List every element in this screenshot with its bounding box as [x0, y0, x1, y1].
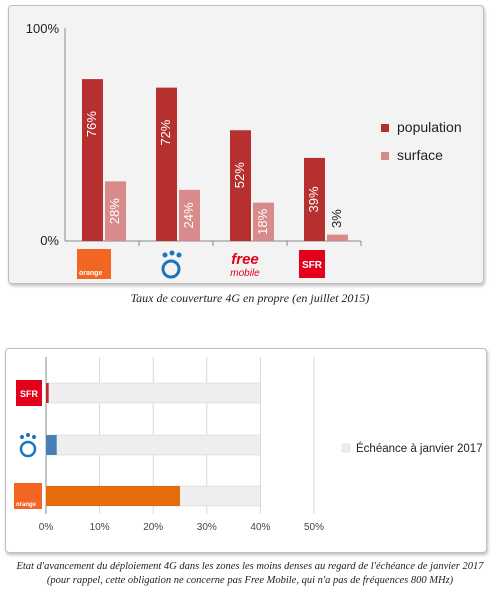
- bar-population-2: [230, 130, 251, 241]
- orange-logo-square: [77, 249, 111, 279]
- sfr-logo-text: SFR: [20, 389, 39, 399]
- bar-progress-SFR: [46, 383, 49, 403]
- data-label-surface-3: 3%: [329, 209, 344, 228]
- bouygues-logo-dot: [162, 252, 168, 258]
- data-label-surface-2: 18%: [255, 208, 270, 234]
- deployment-chart-panel: 0% 10% 20% 30% 40% 50% SFR orange Échéance à jan…: [5, 348, 487, 553]
- legend-label-deadline: Échéance à janvier 2017: [356, 442, 483, 455]
- y-tick-label-0: 0%: [40, 233, 59, 248]
- mobile-logo-text: mobile: [230, 268, 260, 279]
- legend-swatch-population: [381, 124, 389, 132]
- sfr-logo: SFR: [299, 250, 325, 278]
- bar-deadline-bouygues: [45, 434, 261, 456]
- coverage-chart-panel: 0% 100% 76% 28% 72% 24% 52% 18% 39% 3% orange free m…: [8, 5, 484, 284]
- bar-deadline-SFR: [45, 382, 261, 404]
- coverage-chart: 0% 100% 76% 28% 72% 24% 52% 18% 39% 3% orange freem…: [26, 21, 462, 279]
- bar-population-1: [156, 87, 177, 241]
- legend-label-surface: surface: [397, 147, 443, 163]
- bar-surface-0: [105, 181, 126, 241]
- data-label-population-2: 52%: [232, 162, 247, 188]
- x-tick-label: 0%: [39, 522, 54, 533]
- bar-surface-3: [327, 234, 348, 241]
- x-tick-label: 30%: [197, 522, 217, 533]
- data-label-population-1: 72%: [158, 119, 173, 145]
- sfr-logo-text: SFR: [302, 260, 323, 271]
- bouygues-logo-dot: [26, 433, 30, 437]
- bar-surface-1: [179, 189, 200, 241]
- orange-logo-text: orange: [79, 270, 102, 277]
- bouygues-logo: [19, 433, 37, 458]
- free-logo-text: free: [231, 251, 259, 268]
- data-label-population-3: 39%: [306, 186, 321, 212]
- legend-swatch-surface: [381, 152, 389, 160]
- x-tick-label: 10%: [90, 522, 110, 533]
- deployment-chart-caption-line1: Etat d'avancement du déploiement 4G dans…: [16, 561, 484, 572]
- coverage-chart-caption: Taux de couverture 4G en propre (en juil…: [130, 291, 370, 305]
- bouygues-logo-ring: [161, 259, 181, 279]
- bar-population-3: [304, 157, 325, 241]
- sfr-logo-square: [16, 380, 42, 406]
- bar-progress-bouygues: [46, 435, 57, 455]
- y-tick-label-100: 100%: [26, 21, 60, 36]
- sfr-logo-square: [299, 250, 325, 278]
- bar-surface-2: [253, 202, 274, 241]
- data-label-surface-0: 28%: [107, 198, 122, 224]
- bouygues-logo-dot: [169, 250, 175, 256]
- bouygues-logo-dot: [20, 435, 24, 439]
- legend-swatch-deadline: [341, 443, 351, 453]
- sfr-logo: SFR: [16, 380, 42, 406]
- deployment-chart: 0% 10% 20% 30% 40% 50% SFR orange Échéance à jan…: [14, 357, 483, 533]
- bar-progress-orange: [46, 486, 180, 506]
- x-tick-label: 20%: [143, 522, 163, 533]
- deployment-chart-caption-line2: (pour rappel, cette obligation ne concer…: [46, 575, 454, 586]
- x-tick-label: 40%: [250, 522, 270, 533]
- orange-logo: orange: [77, 249, 111, 279]
- bouygues-logo: [161, 250, 182, 279]
- bar-population-0: [82, 79, 103, 242]
- orange-logo: orange: [14, 483, 42, 509]
- orange-logo-text: orange: [16, 502, 37, 508]
- data-label-population-0: 76%: [84, 111, 99, 137]
- data-label-surface-1: 24%: [181, 202, 196, 228]
- legend-label-population: population: [397, 119, 462, 135]
- bouygues-logo-ring: [19, 440, 37, 458]
- x-tick-label: 50%: [304, 522, 324, 533]
- bouygues-logo-dot: [32, 435, 36, 439]
- bouygues-logo-dot: [176, 252, 182, 258]
- orange-logo-square: [14, 483, 42, 509]
